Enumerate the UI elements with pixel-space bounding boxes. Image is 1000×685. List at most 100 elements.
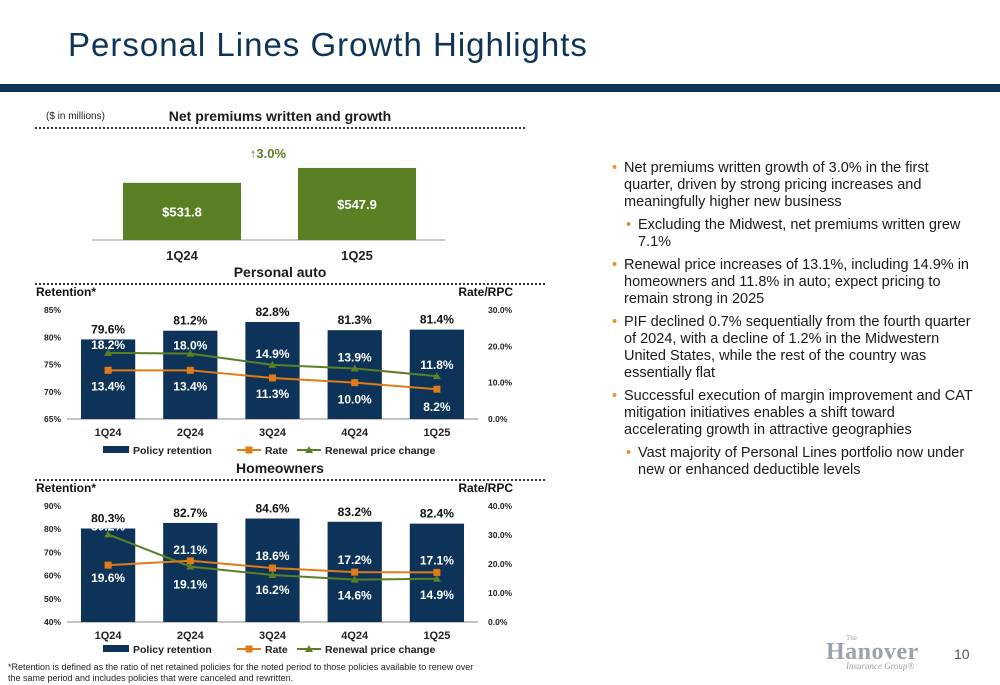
rpc-marker — [350, 364, 359, 372]
bullet-text: Vast majority of Personal Lines portfoli… — [638, 445, 965, 478]
right-y-tick-label: 30.0% — [488, 530, 513, 540]
left-y-tick-label: 60% — [44, 571, 61, 581]
rpc-marker — [432, 574, 441, 582]
retention-value-label: 81.3% — [338, 313, 372, 327]
npw-title-divider — [35, 127, 525, 129]
auto-combo-chart: Retention* Rate/RPC 85% 80% 75% 70% 65% 30.0% 20… — [36, 285, 513, 457]
x-tick-label: 2Q24 — [177, 630, 205, 642]
rpc-value-label: 14.9% — [255, 347, 289, 361]
retention-value-label: 84.6% — [255, 502, 289, 516]
right-y-tick-label: 30.0% — [488, 305, 513, 315]
rate-marker — [104, 561, 112, 569]
npw-bar-value-label: $531.8 — [162, 204, 202, 219]
left-axis-title: Retention* — [36, 285, 96, 299]
rate-value-label: 19.6% — [91, 571, 125, 585]
rpc-value-label: 18.0% — [173, 339, 207, 353]
retention-value-label: 81.4% — [420, 313, 454, 327]
page-title: Personal Lines Growth Highlights — [68, 26, 588, 63]
logo-sub-text: Insurance Group® — [846, 661, 915, 671]
left-y-tick-label: 75% — [44, 360, 61, 370]
rate-value-label: 8.2% — [423, 400, 451, 414]
rate-marker — [186, 366, 194, 374]
npw-chart-title: Net premiums written and growth — [168, 108, 392, 124]
retention-bar — [327, 330, 382, 419]
npw-bar-value-label: $547.9 — [337, 197, 377, 212]
legend-label-rpc: Renewal price change — [325, 445, 435, 457]
x-tick-label: 2Q24 — [177, 427, 205, 439]
rate-marker — [433, 568, 441, 576]
home-combo-chart: Retention* Rate/RPC 90% 80% 70% 60% 50% 40% 40.0… — [36, 482, 513, 656]
retention-bar — [80, 528, 136, 622]
sub-bullet-item: • Vast majority of Personal Lines portfol… — [612, 445, 977, 479]
rpc-value-label: 11.8% — [420, 358, 454, 372]
right-y-tick-label: 10.0% — [488, 588, 513, 598]
right-y-tick-label: 10.0% — [488, 378, 513, 388]
bullet-marker: • — [626, 217, 632, 233]
rpc-marker — [104, 348, 113, 356]
legend-marker-rate — [245, 645, 253, 653]
rate-value-label: 17.1% — [420, 553, 454, 567]
rpc-marker — [350, 575, 359, 583]
bullet-item: • PIF declined 0.7% sequentially from the… — [612, 314, 977, 382]
rate-marker — [269, 374, 276, 382]
auto-chart-title: Personal auto — [233, 264, 327, 280]
bullet-item: • Net premiums written growth of 3.0% in … — [612, 160, 977, 211]
bullet-marker: • — [612, 160, 618, 176]
npw-bar — [123, 182, 241, 240]
rate-value-label: 21.1% — [173, 543, 207, 557]
left-y-tick-label: 40% — [44, 617, 61, 627]
rate-value-label: 17.2% — [338, 553, 372, 567]
npw-x-tick-label: 1Q25 — [341, 248, 373, 263]
rpc-value-label: 19.1% — [173, 578, 207, 592]
rate-value-label: 18.6% — [255, 549, 289, 563]
retention-value-label: 81.2% — [173, 314, 207, 328]
x-tick-label: 3Q24 — [259, 427, 287, 439]
left-y-tick-label: 50% — [44, 594, 61, 604]
bullet-text: PIF declined 0.7% sequentially from the … — [624, 314, 971, 381]
x-tick-label: 1Q25 — [423, 427, 450, 439]
rate-value-label: 13.4% — [173, 379, 207, 393]
x-tick-label: 4Q24 — [341, 427, 369, 439]
left-y-tick-label: 80% — [44, 332, 61, 342]
bullet-marker: • — [612, 388, 618, 404]
right-y-tick-label: 20.0% — [488, 559, 513, 569]
sub-bullet-item: • Excluding the Midwest, net premiums wri… — [612, 217, 977, 251]
legend-label-rate: Rate — [265, 644, 288, 656]
legend-marker-rate — [245, 446, 253, 454]
retention-value-label: 82.4% — [420, 507, 454, 521]
home-title-divider — [35, 479, 545, 481]
rpc-marker — [268, 360, 277, 368]
title-divider-bar — [0, 84, 1000, 92]
bullet-marker: • — [612, 314, 618, 330]
auto-title-divider — [35, 283, 545, 285]
retention-value-label: 79.6% — [91, 322, 125, 336]
left-y-tick-label: 85% — [44, 305, 61, 315]
right-y-tick-label: 40.0% — [488, 501, 513, 511]
npw-growth-annotation: ↑3.0% — [250, 146, 287, 161]
highlights-bullet-list: • Net premiums written growth of 3.0% in … — [612, 160, 977, 485]
retention-value-label: 82.7% — [173, 506, 207, 520]
bullet-text: Renewal price increases of 13.1%, includ… — [624, 257, 969, 307]
right-y-tick-label: 20.0% — [488, 341, 513, 351]
rate-marker — [104, 366, 112, 374]
rate-marker — [351, 379, 359, 387]
rate-marker — [269, 564, 276, 572]
rpc-marker — [186, 562, 195, 570]
right-axis-title: Rate/RPC — [458, 285, 513, 299]
npw-bar-chart: $531.8 1Q24 $547.9 1Q25 ↑3.0% — [92, 146, 445, 263]
retention-bar — [163, 330, 218, 419]
x-tick-label: 1Q25 — [423, 630, 450, 642]
rpc-value-label: 14.9% — [420, 588, 454, 602]
bullet-marker: • — [612, 257, 618, 273]
legend-label-rate: Rate — [265, 445, 288, 457]
page-number: 10 — [954, 646, 970, 662]
home-chart-title: Homeowners — [236, 460, 324, 476]
rpc-value-label: 30.2% — [91, 519, 125, 533]
bullet-text: Net premiums written growth of 3.0% in t… — [624, 160, 929, 210]
rpc-marker — [104, 530, 113, 538]
rpc-value-label: 18.2% — [91, 338, 125, 352]
npw-bar — [298, 167, 416, 240]
npw-x-tick-label: 1Q24 — [166, 248, 199, 263]
legend-marker-rpc — [305, 446, 313, 453]
left-y-tick-label: 70% — [44, 387, 61, 397]
